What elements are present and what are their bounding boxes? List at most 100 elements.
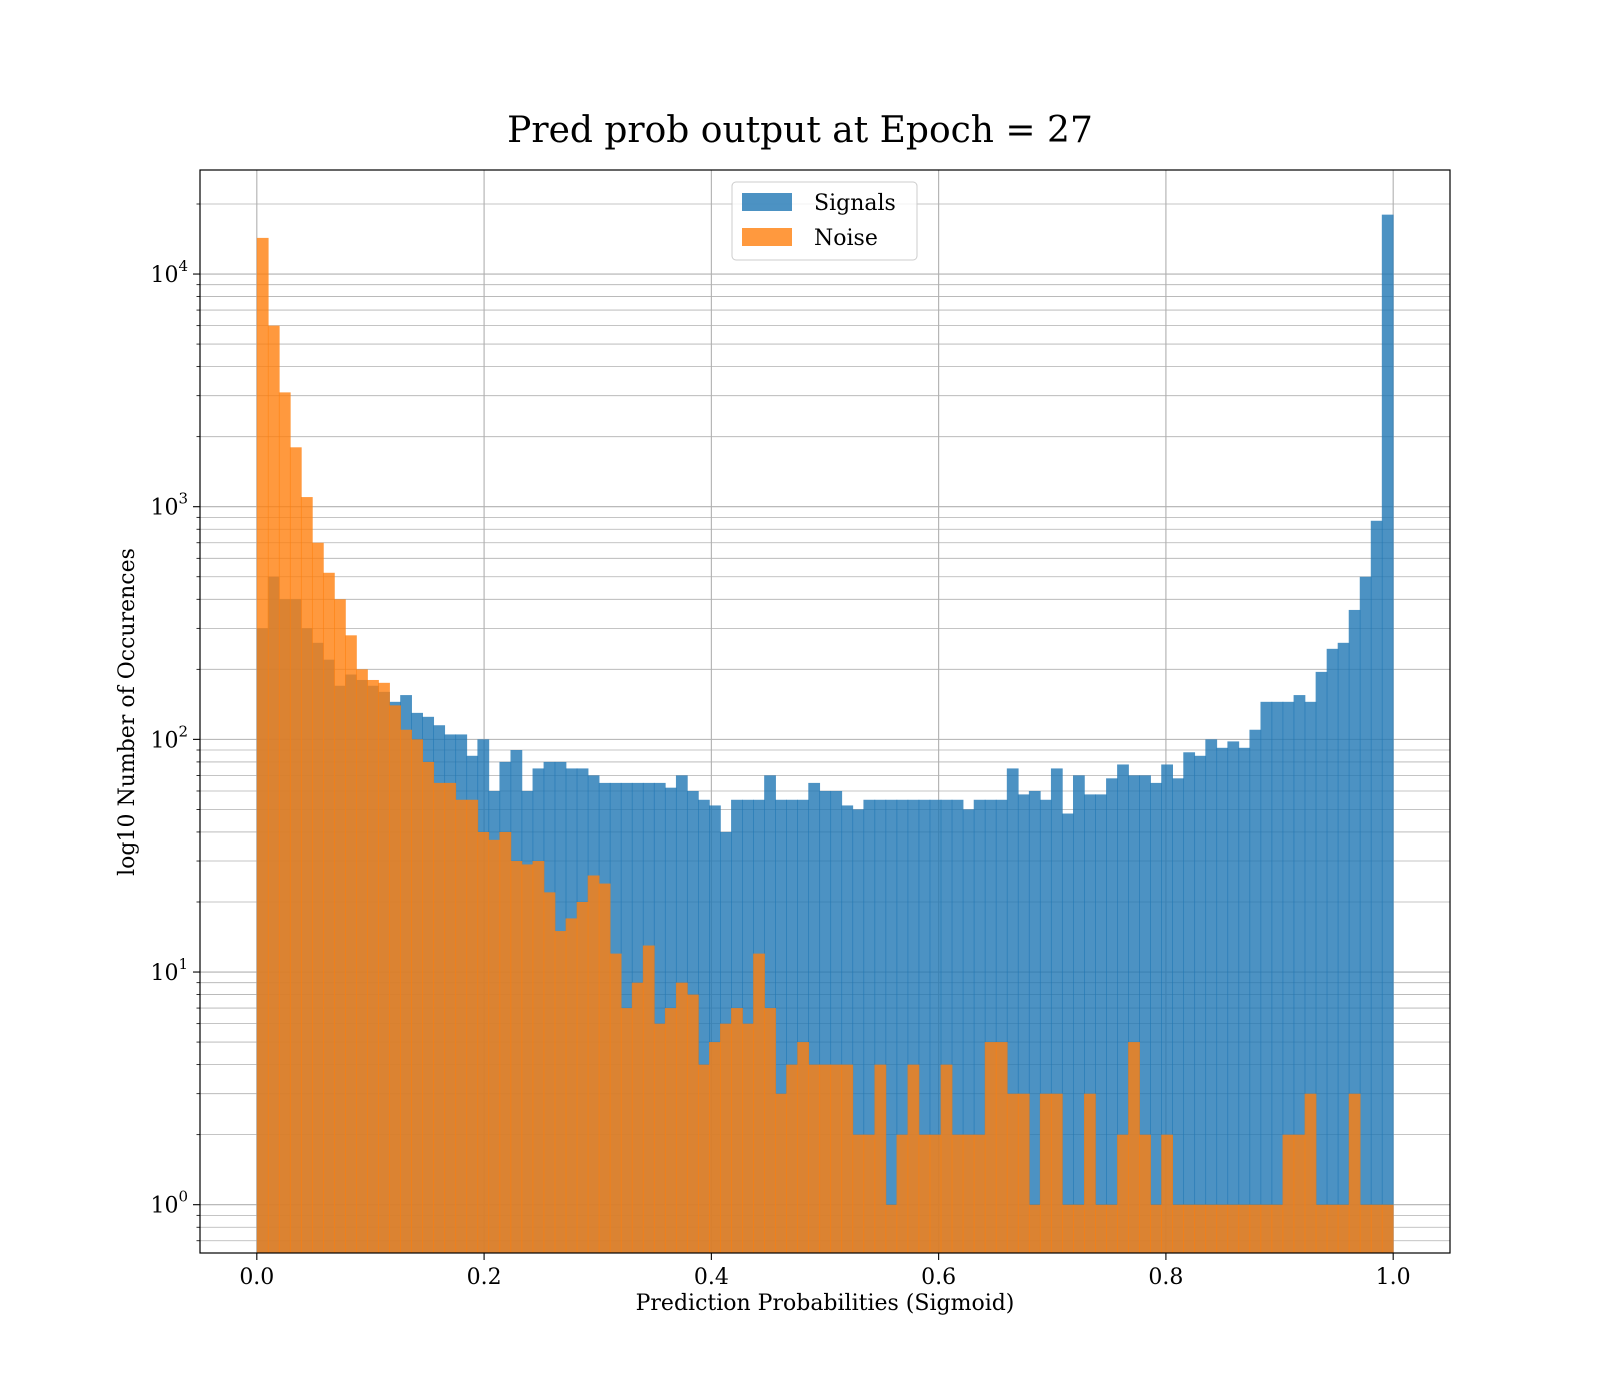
histogram-bar-noise bbox=[345, 635, 357, 1253]
histogram-bar-noise bbox=[1039, 1093, 1052, 1253]
histogram-bar-noise bbox=[1326, 1204, 1339, 1253]
histogram-bar-noise bbox=[885, 1204, 898, 1253]
histogram-bar-signals bbox=[1028, 790, 1041, 1253]
histogram-bar-noise bbox=[389, 705, 401, 1253]
histogram-bar-signals bbox=[1194, 755, 1207, 1253]
histogram-bar-signals bbox=[1326, 648, 1339, 1253]
histogram-bar-signals bbox=[1293, 695, 1306, 1253]
histogram-bar-noise bbox=[499, 831, 512, 1253]
histogram-bar-noise bbox=[819, 1064, 832, 1253]
chart-title: Pred prob output at Epoch = 27 bbox=[507, 110, 1093, 151]
histogram-bar-signals bbox=[786, 799, 798, 1253]
histogram-bar-signals bbox=[1084, 794, 1096, 1253]
histogram-bar-noise bbox=[1139, 1134, 1151, 1253]
x-tick-label: 0.4 bbox=[694, 1265, 729, 1290]
histogram-bar-signals bbox=[973, 799, 986, 1253]
histogram-bar-signals bbox=[1106, 778, 1118, 1253]
histogram-bar-signals bbox=[1260, 701, 1273, 1253]
histogram-bar-signals bbox=[1150, 782, 1162, 1253]
histogram-bar-noise bbox=[962, 1134, 975, 1253]
histogram-bar-noise bbox=[686, 994, 699, 1253]
histogram-bar-noise bbox=[753, 953, 765, 1253]
histogram-bar-signals bbox=[1370, 520, 1383, 1253]
histogram-bar-noise bbox=[422, 761, 435, 1253]
histogram-bar-signals bbox=[1061, 813, 1074, 1253]
histogram-bar-noise bbox=[731, 1008, 743, 1253]
histogram-bar-noise bbox=[378, 682, 390, 1253]
x-tick-label: 1.0 bbox=[1376, 1265, 1411, 1290]
histogram-bar-signals bbox=[1238, 747, 1251, 1253]
histogram-bar-noise bbox=[841, 1064, 854, 1253]
histogram-bar-signals bbox=[1128, 775, 1140, 1253]
histogram-bar-noise bbox=[1249, 1204, 1262, 1253]
histogram-bar-noise bbox=[1315, 1204, 1328, 1253]
histogram-bar-noise bbox=[1227, 1204, 1240, 1253]
y-tick-label: 100 bbox=[150, 1188, 188, 1219]
histogram-bar-noise bbox=[1006, 1093, 1019, 1253]
histogram-bar-signals bbox=[918, 799, 931, 1253]
legend: Signals Noise bbox=[731, 181, 918, 261]
histogram-bar-noise bbox=[565, 918, 578, 1253]
histogram-bar-noise bbox=[1050, 1093, 1063, 1253]
histogram-bar-noise bbox=[697, 1064, 710, 1253]
histogram-bar-signals bbox=[1315, 671, 1328, 1253]
histogram-bar-signals bbox=[1337, 642, 1350, 1253]
histogram-bar-signals bbox=[852, 809, 865, 1253]
histogram-bar-signals bbox=[1359, 576, 1372, 1253]
histogram-bar-signals bbox=[1348, 609, 1361, 1253]
histogram-bar-signals bbox=[1006, 768, 1019, 1253]
histogram-bar-noise bbox=[510, 861, 523, 1253]
y-tick-label: 101 bbox=[150, 955, 188, 986]
histogram-bar-signals bbox=[951, 799, 964, 1253]
x-tick-label: 0.6 bbox=[921, 1265, 956, 1290]
x-tick-label: 0.8 bbox=[1148, 1265, 1183, 1290]
histogram-bar-noise bbox=[1216, 1204, 1229, 1253]
histogram-bar-signals bbox=[1271, 701, 1284, 1253]
histogram-bar-noise bbox=[830, 1064, 843, 1253]
legend-label-noise: Noise bbox=[814, 226, 878, 251]
histogram-bar-noise bbox=[984, 1042, 997, 1253]
histogram-bar-noise bbox=[278, 392, 291, 1253]
histogram-bar-noise bbox=[1183, 1204, 1196, 1253]
histogram-bar-signals bbox=[1161, 764, 1173, 1253]
histogram-bar-noise bbox=[786, 1064, 798, 1253]
histogram-bar-noise bbox=[874, 1064, 887, 1253]
histogram-bar-signals bbox=[1050, 768, 1063, 1253]
histogram-bar-noise bbox=[455, 799, 468, 1253]
histogram-bar-signals bbox=[819, 790, 832, 1253]
histogram-bar-signals bbox=[709, 805, 721, 1253]
histogram-bar-signals bbox=[874, 799, 887, 1253]
histogram-bar-signals bbox=[1172, 778, 1185, 1253]
histogram-bar-noise bbox=[797, 1042, 810, 1253]
histogram-bar-signals bbox=[830, 790, 843, 1253]
histogram-bar-noise bbox=[896, 1134, 909, 1253]
histogram-bar-signals bbox=[929, 799, 942, 1253]
histogram-bar-noise bbox=[587, 875, 600, 1253]
histogram-bar-signals bbox=[1139, 775, 1151, 1253]
histogram-bar-signals bbox=[697, 799, 710, 1253]
histogram-bar-signals bbox=[1381, 214, 1394, 1253]
histogram-bar-signals bbox=[653, 782, 666, 1253]
histogram-bar-noise bbox=[609, 953, 622, 1253]
histogram-bar-noise bbox=[1117, 1134, 1129, 1253]
histogram-bar-noise bbox=[775, 1093, 787, 1253]
histogram-bar-signals bbox=[885, 799, 898, 1253]
histogram-bar-signals bbox=[1227, 741, 1240, 1253]
histogram-bar-noise bbox=[1106, 1204, 1118, 1253]
histogram-bar-noise bbox=[334, 599, 346, 1253]
x-tick-label: 0.2 bbox=[467, 1265, 502, 1290]
histogram-bar-noise bbox=[1370, 1204, 1383, 1253]
histogram-bar-signals bbox=[1117, 764, 1129, 1253]
histogram-bar-signals bbox=[1095, 794, 1107, 1253]
histogram-bar-noise bbox=[720, 1023, 732, 1253]
histogram-bar-signals bbox=[863, 799, 876, 1253]
histogram-bar-signals bbox=[1304, 701, 1317, 1253]
histogram-bar-noise bbox=[543, 892, 556, 1253]
series-noise bbox=[256, 237, 1394, 1254]
histogram-bar-signals bbox=[907, 799, 920, 1253]
histogram-bar-noise bbox=[918, 1134, 931, 1253]
histogram-bar-noise bbox=[852, 1134, 865, 1253]
histogram-bar-noise bbox=[973, 1134, 986, 1253]
legend-swatch-noise bbox=[742, 228, 792, 246]
